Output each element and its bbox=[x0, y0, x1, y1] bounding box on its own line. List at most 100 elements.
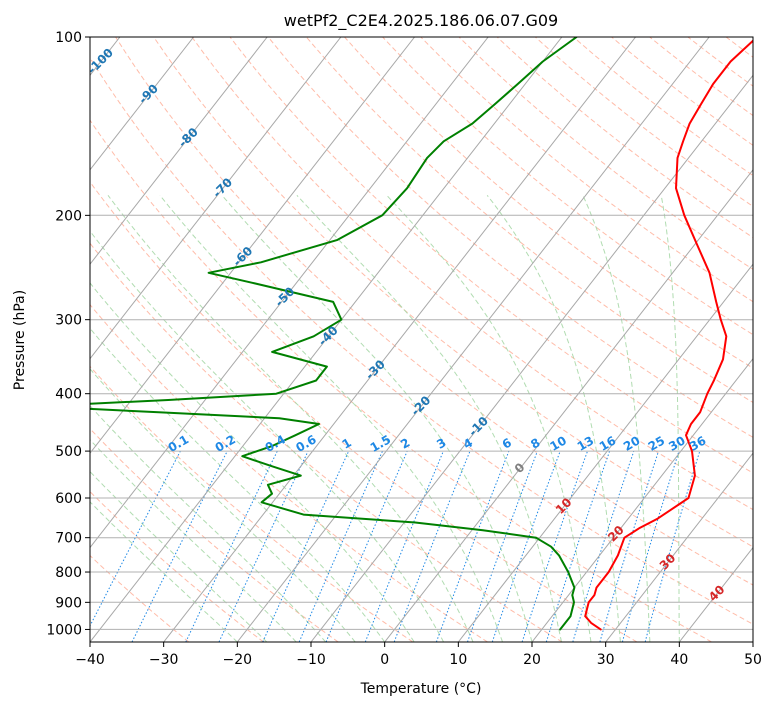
mixing-ratio-line bbox=[621, 450, 680, 642]
dry-adiabat bbox=[229, 37, 753, 474]
x-axis: −40 −30 −20 −10 0 10 20 30 40 50 bbox=[75, 642, 762, 668]
moist-adiabat bbox=[386, 194, 592, 642]
dry-adiabats bbox=[90, 37, 775, 642]
mixing-ratio-line bbox=[90, 450, 181, 628]
moist-adiabats bbox=[90, 194, 680, 642]
plot-frame bbox=[89, 36, 754, 643]
dry-adiabat bbox=[90, 303, 488, 642]
dry-adiabat bbox=[90, 490, 264, 642]
isotherm bbox=[90, 37, 194, 171]
mixing-ratio-label: 0.6 bbox=[293, 432, 318, 455]
dry-adiabat bbox=[534, 37, 753, 207]
moist-adiabat bbox=[221, 194, 533, 642]
y-axis-label: Pressure (hPa) bbox=[12, 290, 28, 390]
isotherm bbox=[236, 37, 710, 642]
y-tick-label: 200 bbox=[55, 208, 82, 224]
moist-adiabat bbox=[159, 194, 503, 642]
dry-adiabat bbox=[764, 37, 775, 642]
x-tick-label: −30 bbox=[149, 652, 179, 668]
x-tick-label: −20 bbox=[223, 652, 253, 668]
dry-adiabat bbox=[496, 37, 753, 239]
mixing-ratio-label: 0.1 bbox=[166, 432, 191, 455]
y-tick-label: 800 bbox=[55, 565, 82, 581]
moist-adiabat bbox=[296, 194, 562, 642]
plot-area: 0.1 0.2 0.4 0.6 1 1.5 2 3 4 6 8 10 13 16 20 25 30 36-100-… bbox=[90, 37, 775, 642]
isotherm-label: 40 bbox=[706, 582, 728, 604]
mixing-ratio-label: 0.4 bbox=[263, 432, 288, 455]
series bbox=[90, 37, 753, 631]
moist-adiabat bbox=[90, 282, 415, 642]
mixing-ratio-label: 8 bbox=[528, 435, 542, 451]
moist-adiabat bbox=[90, 327, 386, 642]
mixing-ratio-line bbox=[545, 450, 611, 642]
moist-adiabat bbox=[90, 439, 297, 642]
mixing-ratio-line bbox=[325, 450, 408, 642]
moist-adiabat bbox=[660, 195, 680, 642]
isotherm-label: -90 bbox=[136, 81, 161, 106]
moist-adiabat bbox=[486, 194, 621, 642]
x-tick-label: 20 bbox=[523, 652, 541, 668]
mixing-ratio-line bbox=[467, 450, 538, 642]
pressure-gridlines bbox=[90, 37, 753, 630]
isotherm-label: -70 bbox=[210, 175, 235, 200]
dewpoint-line bbox=[90, 37, 578, 631]
dry-adiabat bbox=[458, 37, 753, 270]
dry-adiabat bbox=[115, 37, 753, 586]
mixing-ratio-line bbox=[393, 450, 471, 642]
dry-adiabat bbox=[305, 37, 753, 404]
y-tick-label: 100 bbox=[55, 30, 82, 46]
isotherm bbox=[384, 169, 753, 642]
isotherm-label: -30 bbox=[363, 357, 388, 382]
moist-adiabat bbox=[90, 368, 356, 642]
mixing-ratio-line bbox=[364, 450, 444, 642]
mixing-ratio-line bbox=[644, 450, 701, 642]
dry-adiabat bbox=[90, 427, 339, 642]
isotherm bbox=[531, 357, 753, 642]
dry-adiabat bbox=[90, 365, 414, 642]
isotherm bbox=[457, 263, 753, 642]
mixing-ratio-label: 0.2 bbox=[213, 432, 238, 455]
y-tick-label: 500 bbox=[55, 444, 82, 460]
isotherm-label: -60 bbox=[230, 244, 255, 269]
isotherm bbox=[90, 37, 268, 265]
isotherm bbox=[90, 37, 342, 360]
mixing-ratio-label: 1.5 bbox=[368, 432, 393, 455]
mixing-ratio-line bbox=[185, 450, 278, 642]
dry-adiabat bbox=[90, 242, 563, 642]
dry-adiabat bbox=[153, 37, 753, 548]
isotherm bbox=[752, 641, 753, 642]
isotherm bbox=[163, 37, 636, 642]
x-tick-label: 40 bbox=[670, 652, 688, 668]
isotherm bbox=[90, 37, 489, 549]
moist-adiabat bbox=[90, 470, 268, 642]
mixing-ratio-line bbox=[491, 450, 561, 642]
isotherm-label: -80 bbox=[176, 125, 201, 150]
dry-adiabat bbox=[191, 37, 753, 511]
mixing-ratio-line bbox=[262, 450, 350, 642]
y-axis: 1000 900 800 700 600 500 400 300 200 100 bbox=[46, 30, 90, 638]
mixing-ratio-label: 4 bbox=[461, 435, 475, 451]
mixing-ratio-line bbox=[218, 450, 309, 642]
y-tick-label: 1000 bbox=[46, 622, 82, 638]
moist-adiabat bbox=[90, 230, 445, 642]
mixing-ratio-label: 6 bbox=[500, 435, 514, 451]
y-tick-label: 300 bbox=[55, 313, 82, 329]
isotherms bbox=[90, 37, 753, 642]
dry-adiabat bbox=[573, 37, 753, 177]
temperature-line bbox=[584, 39, 753, 631]
y-tick-label: 900 bbox=[55, 595, 82, 611]
moist-adiabat bbox=[582, 195, 651, 642]
x-tick-label: 0 bbox=[380, 652, 389, 668]
dry-adiabat bbox=[344, 37, 753, 369]
moist-adiabat bbox=[90, 501, 238, 642]
mixing-ratio-label: 2 bbox=[398, 435, 412, 451]
isotherm bbox=[90, 37, 415, 454]
dry-adiabat bbox=[267, 37, 753, 438]
isotherm-label: -20 bbox=[408, 393, 433, 418]
dry-adiabat bbox=[420, 37, 753, 303]
y-tick-label: 400 bbox=[55, 387, 82, 403]
x-axis-label: Temperature (°C) bbox=[360, 681, 482, 697]
chart-title: wetPf2_C2E4.2025.186.06.07.G09 bbox=[284, 11, 558, 31]
x-tick-label: 30 bbox=[597, 652, 615, 668]
